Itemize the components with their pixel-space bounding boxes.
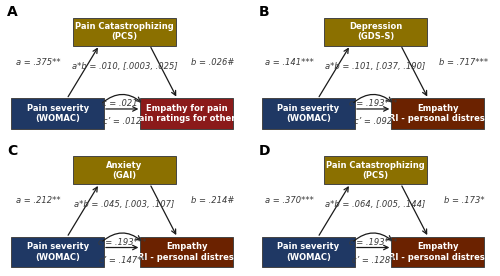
Text: b = .717***: b = .717*** bbox=[440, 58, 488, 67]
Text: a*b = .064, [.005, .144]: a*b = .064, [.005, .144] bbox=[326, 200, 426, 209]
FancyBboxPatch shape bbox=[11, 237, 104, 267]
FancyBboxPatch shape bbox=[73, 18, 176, 46]
Text: a = .370***: a = .370*** bbox=[265, 196, 314, 205]
Text: B: B bbox=[258, 6, 269, 19]
FancyBboxPatch shape bbox=[73, 156, 176, 184]
Text: Anxiety
(GAI): Anxiety (GAI) bbox=[106, 161, 142, 180]
Text: b = .173*: b = .173* bbox=[444, 196, 484, 205]
Text: c’ = .128*: c’ = .128* bbox=[352, 256, 395, 264]
FancyBboxPatch shape bbox=[391, 237, 484, 267]
FancyBboxPatch shape bbox=[262, 237, 355, 267]
Text: b = .214#: b = .214# bbox=[192, 196, 234, 205]
Text: c’ = .147**: c’ = .147** bbox=[98, 256, 146, 264]
Text: c = .193***: c = .193*** bbox=[349, 238, 398, 247]
Text: Pain severity
(WOMAC): Pain severity (WOMAC) bbox=[278, 104, 340, 123]
Text: Pain severity
(WOMAC): Pain severity (WOMAC) bbox=[26, 104, 88, 123]
Text: Empathy for pain
(Pain ratings for others): Empathy for pain (Pain ratings for other… bbox=[129, 104, 244, 123]
Text: Pain Catastrophizing
(PCS): Pain Catastrophizing (PCS) bbox=[326, 161, 425, 180]
FancyBboxPatch shape bbox=[11, 99, 104, 129]
Text: D: D bbox=[258, 144, 270, 158]
Text: c’ = .012: c’ = .012 bbox=[103, 117, 141, 126]
Text: a*b = .101, [.037, .190]: a*b = .101, [.037, .190] bbox=[326, 62, 426, 71]
FancyBboxPatch shape bbox=[140, 99, 234, 129]
Text: a = .375**: a = .375** bbox=[16, 58, 61, 67]
FancyBboxPatch shape bbox=[262, 99, 355, 129]
Text: a*b = .045, [.003, .107]: a*b = .045, [.003, .107] bbox=[74, 200, 174, 209]
Text: Depression
(GDS-S): Depression (GDS-S) bbox=[349, 22, 402, 41]
Text: c = .193***: c = .193*** bbox=[98, 238, 146, 247]
Text: Pain severity
(WOMAC): Pain severity (WOMAC) bbox=[278, 242, 340, 262]
Text: c = .021*: c = .021* bbox=[102, 99, 142, 108]
FancyBboxPatch shape bbox=[324, 18, 427, 46]
Text: c = .193***: c = .193*** bbox=[349, 99, 398, 108]
Text: Pain Catastrophizing
(PCS): Pain Catastrophizing (PCS) bbox=[75, 22, 174, 41]
Text: Empathy
(IRI - personal distress): Empathy (IRI - personal distress) bbox=[131, 242, 242, 262]
Text: C: C bbox=[8, 144, 18, 158]
Text: c’ = .092: c’ = .092 bbox=[354, 117, 392, 126]
Text: a = .212**: a = .212** bbox=[16, 196, 61, 205]
Text: Empathy
(IRI - personal distress): Empathy (IRI - personal distress) bbox=[382, 242, 494, 262]
Text: Pain severity
(WOMAC): Pain severity (WOMAC) bbox=[26, 242, 88, 262]
Text: A: A bbox=[8, 6, 18, 19]
Text: b = .026#: b = .026# bbox=[192, 58, 234, 67]
Text: a = .141***: a = .141*** bbox=[265, 58, 314, 67]
FancyBboxPatch shape bbox=[324, 156, 427, 184]
FancyBboxPatch shape bbox=[140, 237, 234, 267]
Text: a*b = .010, [.0003, .025]: a*b = .010, [.0003, .025] bbox=[72, 62, 178, 71]
FancyBboxPatch shape bbox=[391, 99, 484, 129]
Text: Empathy
(IRI - personal distress): Empathy (IRI - personal distress) bbox=[382, 104, 494, 123]
